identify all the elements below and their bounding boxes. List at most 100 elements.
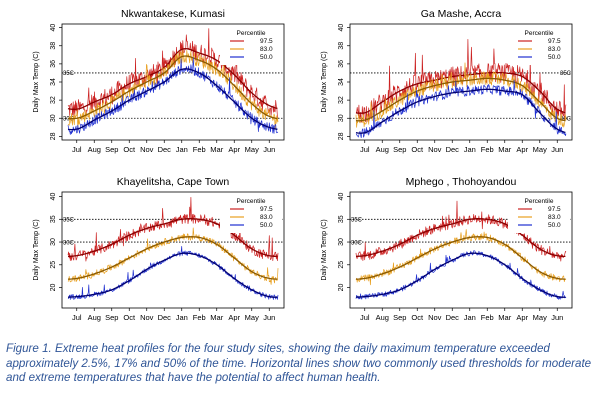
legend-box	[508, 27, 570, 65]
series-p50_0-smoothed	[67, 68, 278, 131]
x-tick-label: Aug	[88, 145, 101, 154]
y-tick-label: 34	[50, 78, 57, 86]
x-tick-label: Nov	[140, 313, 154, 322]
chart-panel: Nkwantakese, Kumasi Daily Max Temp (C) 28 3…	[33, 8, 285, 154]
legend-label: 50.0	[548, 54, 561, 61]
x-tick-label: Apr	[516, 313, 528, 322]
x-tick-label: May	[245, 145, 259, 154]
series-p50_0-daily	[355, 250, 567, 300]
series-p83_0-daily	[355, 62, 567, 128]
x-tick-label: Feb	[193, 313, 206, 322]
legend-box	[508, 195, 570, 233]
x-tick-label: May	[533, 145, 547, 154]
figure-caption: Figure 1. Extreme heat profiles for the …	[6, 342, 592, 385]
x-tick-label: Sep	[393, 145, 406, 154]
x-tick-label: Jan	[464, 313, 476, 322]
legend-title: Percentile	[525, 30, 554, 37]
series-p83_0-smoothed	[68, 236, 278, 280]
y-tick-label: 28	[50, 132, 57, 140]
x-tick-label: Aug	[88, 313, 101, 322]
x-tick-label: Dec	[158, 313, 172, 322]
x-tick-label: Jan	[464, 145, 476, 154]
y-tick-label: 36	[338, 60, 345, 68]
threshold-label: 30C	[351, 240, 363, 246]
plot-frame	[349, 191, 573, 309]
x-tick-label: Dec	[158, 145, 172, 154]
x-tick-label: Nov	[428, 313, 442, 322]
series-p83_0-daily	[355, 229, 567, 286]
legend-label: 83.0	[548, 46, 561, 53]
plot-frame	[61, 191, 285, 309]
series-group	[67, 196, 279, 300]
y-tick-label: 28	[338, 132, 345, 140]
y-axis-label: Daily Max Temp (C)	[33, 51, 40, 112]
y-tick-label: 25	[338, 261, 345, 269]
legend-box	[220, 195, 282, 233]
legend-label: 50.0	[260, 222, 273, 229]
y-tick-label: 25	[50, 261, 57, 269]
legend-label: 83.0	[260, 46, 273, 53]
x-tick-label: Feb	[481, 145, 494, 154]
x-tick-label: Sep	[105, 313, 118, 322]
legend-title: Percentile	[525, 198, 554, 205]
y-tick-label: 35	[50, 215, 57, 223]
x-tick-label: Jun	[263, 313, 275, 322]
series-p83_0-smoothed	[67, 55, 278, 120]
y-tick-label: 34	[338, 78, 345, 86]
x-tick-label: Jan	[176, 145, 188, 154]
x-tick-label: Jun	[551, 313, 563, 322]
series-p50_0-smoothed	[67, 252, 278, 298]
chart-panel: Mphego , Thohoyandou Daily Max Temp (C) 20…	[321, 176, 573, 322]
threshold-label: 35C	[63, 218, 75, 224]
figure: Nkwantakese, Kumasi Daily Max Temp (C) 28 3…	[33, 8, 573, 322]
x-tick-label: Apr	[228, 145, 240, 154]
y-tick-label: 20	[338, 284, 345, 292]
legend-label: 83.0	[260, 214, 273, 221]
x-tick-label: Oct	[411, 145, 424, 154]
y-tick-label: 32	[50, 96, 57, 104]
series-p50_0-smoothed	[355, 88, 566, 134]
legend-box	[220, 27, 282, 65]
x-tick-label: Nov	[140, 145, 154, 154]
y-tick-label: 40	[338, 193, 345, 201]
x-tick-label: Jul	[360, 145, 370, 154]
y-axis-label: Daily Max Temp (C)	[33, 219, 40, 280]
series-p83_0-smoothed	[355, 77, 566, 122]
threshold-label: 30C	[63, 240, 75, 246]
threshold-label: 35C	[63, 71, 75, 77]
y-tick-label: 38	[338, 42, 345, 50]
x-tick-label: Dec	[446, 313, 460, 322]
y-axis-label: Daily Max Temp (C)	[321, 51, 328, 112]
series-p50_0-daily	[67, 246, 279, 300]
legend-label: 97.5	[260, 206, 273, 213]
y-tick-label: 40	[50, 193, 57, 201]
chart-title: Khayelitsha, Cape Town	[117, 176, 230, 188]
y-tick-label: 30	[50, 114, 57, 122]
x-tick-label: Apr	[228, 313, 240, 322]
y-tick-label: 40	[338, 24, 345, 32]
x-tick-label: Jul	[72, 313, 82, 322]
x-tick-label: Mar	[498, 145, 511, 154]
chart-title: Nkwantakese, Kumasi	[121, 8, 225, 20]
chart-title: Mphego , Thohoyandou	[406, 176, 517, 188]
x-tick-label: Feb	[193, 145, 206, 154]
y-tick-label: 30	[338, 238, 345, 246]
chart-title: Ga Mashe, Accra	[421, 8, 502, 20]
series-p97_5-smoothed	[355, 218, 566, 258]
legend-label: 50.0	[548, 222, 561, 229]
x-tick-label: Oct	[411, 313, 424, 322]
x-tick-label: Jun	[263, 145, 275, 154]
threshold-label: 30C	[63, 117, 75, 123]
x-tick-label: Jun	[551, 145, 563, 154]
y-tick-label: 35	[338, 215, 345, 223]
y-tick-label: 20	[50, 284, 57, 292]
y-tick-label: 30	[50, 238, 57, 246]
x-tick-label: Jan	[176, 313, 188, 322]
legend-label: 97.5	[548, 206, 561, 213]
threshold-label: 35C	[560, 71, 572, 77]
x-tick-label: Mar	[210, 313, 223, 322]
legend-label: 83.0	[548, 214, 561, 221]
chart-panel: Ga Mashe, Accra Daily Max Temp (C) 28 30 32 3…	[321, 8, 573, 154]
chart-panel: Khayelitsha, Cape Town Daily Max Temp (C)…	[33, 176, 285, 322]
y-tick-label: 32	[338, 96, 345, 104]
